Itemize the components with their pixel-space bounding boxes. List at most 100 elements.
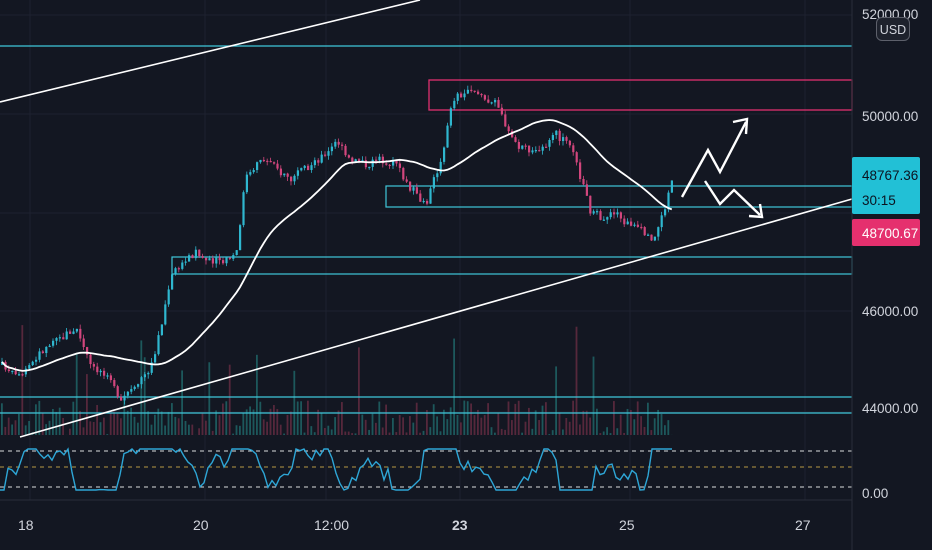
bearish-path-arrow bbox=[703, 180, 761, 216]
candle-body bbox=[337, 141, 340, 145]
volume-bar bbox=[310, 426, 313, 435]
volume-bar bbox=[585, 410, 588, 435]
candle-body bbox=[426, 200, 429, 204]
volume-bar bbox=[395, 432, 398, 435]
volume-bar bbox=[565, 417, 568, 435]
candle-body bbox=[480, 93, 483, 96]
volume-bar bbox=[568, 421, 571, 435]
volume-bar bbox=[228, 364, 231, 435]
candle-body bbox=[670, 180, 673, 193]
candle-body bbox=[99, 370, 102, 373]
volume-bar bbox=[664, 425, 666, 435]
arrow-head bbox=[732, 117, 749, 135]
candle-body bbox=[487, 99, 490, 103]
candle-body bbox=[477, 91, 480, 94]
rsi-tick-label: 0.00 bbox=[862, 486, 888, 501]
candlestick-series bbox=[1, 85, 673, 405]
volume-bar bbox=[218, 415, 221, 435]
volume-bar bbox=[528, 407, 530, 435]
candle-body bbox=[130, 389, 133, 392]
candle-body bbox=[290, 176, 293, 182]
moving-average-line bbox=[1, 119, 673, 372]
candle-body bbox=[113, 380, 116, 387]
volume-bars bbox=[1, 325, 673, 435]
volume-bar bbox=[167, 411, 170, 435]
rsi-line bbox=[0, 447, 672, 491]
candle-body bbox=[140, 377, 143, 385]
currency-badge[interactable]: USD bbox=[876, 17, 910, 41]
bullish-path-arrow bbox=[680, 121, 748, 198]
volume-bar bbox=[619, 414, 622, 435]
volume-bar bbox=[72, 401, 75, 435]
volume-bar bbox=[137, 422, 139, 435]
candle-body bbox=[497, 99, 500, 108]
volume-bar bbox=[616, 428, 619, 435]
volume-bar bbox=[327, 425, 330, 435]
candle-body bbox=[300, 168, 303, 171]
candle-body bbox=[69, 331, 72, 334]
candle-body bbox=[507, 126, 510, 132]
volume-bar bbox=[555, 366, 557, 435]
candle-body bbox=[517, 141, 520, 149]
candle-body bbox=[378, 156, 381, 161]
volume-bar bbox=[514, 403, 517, 435]
volume-bar bbox=[575, 326, 578, 435]
candle-body bbox=[35, 359, 38, 362]
volume-bar bbox=[504, 429, 506, 435]
volume-bar bbox=[303, 432, 306, 435]
volume-bar bbox=[92, 421, 95, 435]
candle-body bbox=[154, 354, 157, 363]
bar-countdown: 30:15 bbox=[862, 193, 896, 208]
candle-body bbox=[606, 217, 609, 220]
candle-body bbox=[109, 375, 112, 381]
volume-bar bbox=[249, 406, 251, 435]
candle-body bbox=[194, 249, 197, 259]
volume-bar bbox=[164, 425, 166, 435]
candle-body bbox=[150, 362, 153, 373]
volume-bar bbox=[453, 338, 455, 435]
volume-bar bbox=[205, 420, 207, 435]
candle-body bbox=[133, 386, 136, 390]
volume-bar bbox=[1, 403, 3, 435]
candle-body bbox=[439, 161, 442, 174]
volume-bar bbox=[150, 424, 153, 435]
time-tick-label: 23 bbox=[452, 517, 468, 533]
volume-bar bbox=[511, 420, 513, 435]
candle-body bbox=[184, 261, 187, 263]
candle-body bbox=[31, 361, 34, 366]
candle-body bbox=[545, 146, 548, 148]
volume-bar bbox=[171, 403, 173, 435]
candle-body bbox=[276, 163, 279, 169]
volume-bar bbox=[52, 408, 54, 435]
candle-body bbox=[531, 150, 534, 153]
volume-bar bbox=[154, 414, 156, 435]
volume-bar bbox=[120, 418, 122, 435]
candle-body bbox=[123, 395, 126, 401]
candle-body bbox=[446, 125, 449, 148]
volume-bar bbox=[18, 413, 20, 435]
volume-bar bbox=[443, 409, 445, 435]
candle-body bbox=[551, 135, 554, 140]
volume-bar bbox=[538, 420, 540, 435]
candle-body bbox=[657, 227, 660, 237]
volume-bar bbox=[599, 433, 602, 435]
candle-body bbox=[643, 227, 646, 236]
volume-bar bbox=[14, 420, 17, 435]
candle-body bbox=[11, 370, 14, 373]
volume-bar bbox=[466, 401, 469, 435]
volume-bar bbox=[429, 427, 432, 435]
candle-body bbox=[443, 147, 446, 162]
volume-bar bbox=[143, 357, 146, 435]
candle-body bbox=[392, 160, 395, 166]
candle-body bbox=[453, 100, 456, 109]
candle-body bbox=[296, 170, 299, 176]
candle-body bbox=[341, 144, 344, 146]
volume-bar bbox=[497, 412, 500, 435]
volume-bar bbox=[579, 424, 581, 435]
volume-bar bbox=[375, 422, 377, 435]
volume-bar bbox=[256, 354, 258, 435]
candle-body bbox=[283, 173, 286, 176]
volume-bar bbox=[521, 432, 523, 435]
candle-body bbox=[160, 324, 163, 336]
